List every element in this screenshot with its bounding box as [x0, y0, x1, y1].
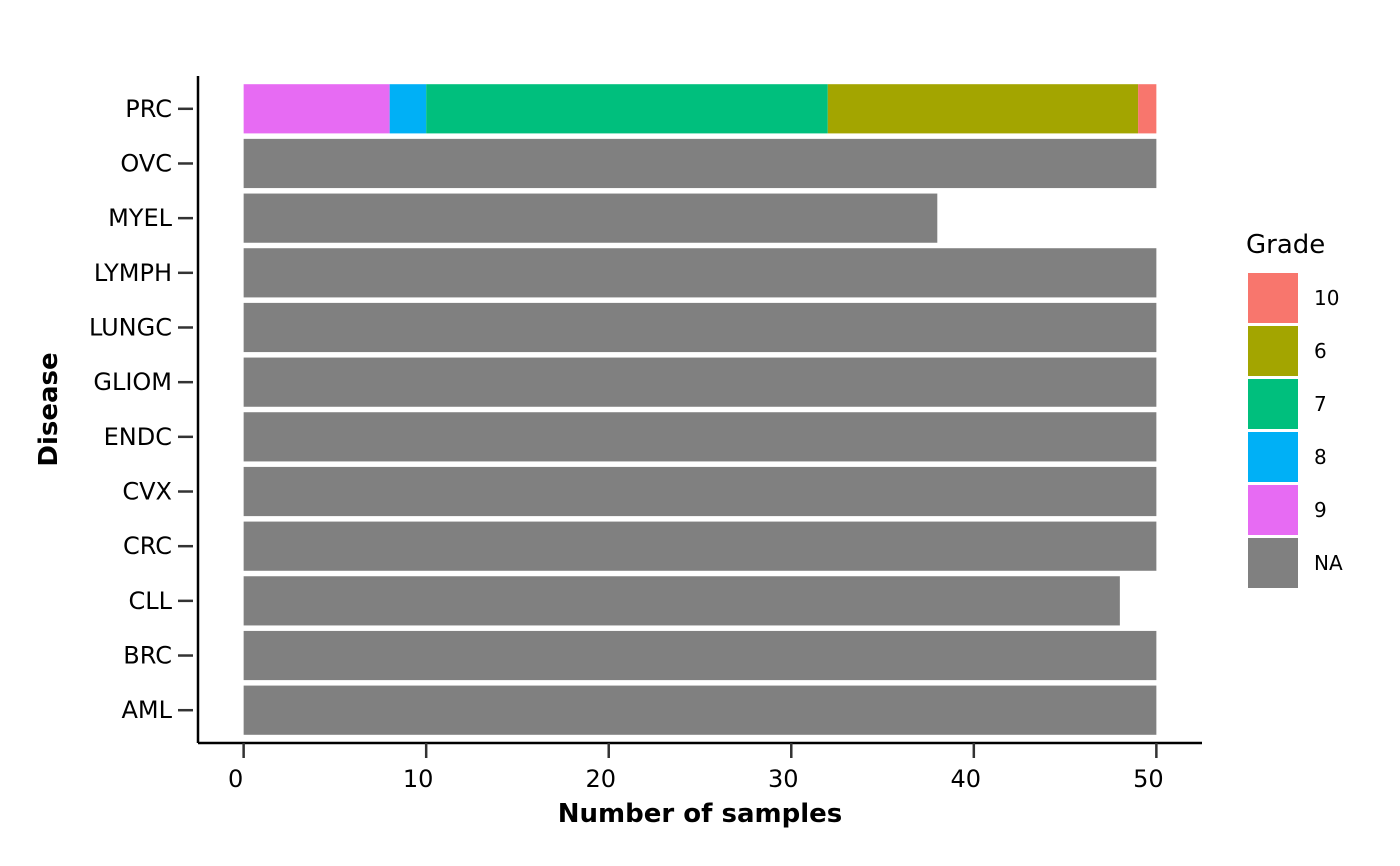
legend-label: 6: [1314, 339, 1327, 363]
bar-prc-grade-10: [1138, 84, 1157, 134]
x-tick-label: 0: [228, 765, 243, 793]
legend-label: 7: [1314, 392, 1327, 416]
bar-prc-grade-6: [827, 84, 1139, 134]
x-tick-label: 50: [1133, 765, 1164, 793]
y-tick-label: BRC: [123, 642, 172, 670]
x-tick-label: 30: [768, 765, 799, 793]
bar-aml-grade-na: [243, 685, 1157, 735]
x-axis-title: Number of samples: [558, 799, 842, 829]
bar-cvx-grade-na: [243, 466, 1157, 517]
legend-swatch-10: [1248, 273, 1298, 323]
bars-group: [243, 84, 1157, 735]
y-tick-label: MYEL: [108, 204, 173, 232]
bar-cll-grade-na: [243, 576, 1120, 626]
legend-swatch-6: [1248, 326, 1298, 376]
y-tick-label: CLL: [129, 587, 173, 615]
legend-label: 9: [1314, 498, 1327, 522]
bar-myel-grade-na: [243, 193, 938, 243]
y-tick-label: PRC: [125, 95, 172, 123]
bar-brc-grade-na: [243, 630, 1157, 681]
bar-gliom-grade-na: [243, 357, 1157, 407]
legend-title: Grade: [1246, 230, 1325, 260]
y-axis-title: Disease: [34, 352, 64, 466]
y-tick-label: AML: [122, 696, 173, 724]
x-tick-label: 40: [951, 765, 982, 793]
legend-swatch-8: [1248, 432, 1298, 482]
legend-swatch-9: [1248, 485, 1298, 535]
ticks-group: 0 10 20 30 40 50 AML BRC CLL CRC CVX ENDC GLIOM LUNGC…: [89, 95, 1164, 793]
y-tick-label: LYMPH: [94, 259, 172, 287]
bar-lymph-grade-na: [243, 248, 1157, 298]
legend: Grade 10 6 7 8 9 NA: [1246, 230, 1343, 588]
x-tick-label: 20: [585, 765, 616, 793]
bar-endc-grade-na: [243, 412, 1157, 462]
y-tick-label: ENDC: [104, 423, 172, 451]
axes-group: [196, 76, 1202, 745]
y-tick-label: CRC: [123, 532, 172, 560]
y-tick-label: OVC: [120, 149, 172, 177]
y-tick-label: LUNGC: [89, 313, 172, 341]
y-tick-label: GLIOM: [93, 368, 172, 396]
x-tick-label: 10: [403, 765, 434, 793]
legend-swatch-na: [1248, 538, 1298, 588]
legend-label: 10: [1314, 286, 1339, 310]
bar-lungc-grade-na: [243, 302, 1157, 353]
legend-label: NA: [1314, 551, 1343, 575]
legend-label: 8: [1314, 445, 1327, 469]
bar-crc-grade-na: [243, 521, 1157, 571]
y-tick-label: CVX: [122, 478, 172, 506]
bar-prc-grade-9: [243, 84, 390, 134]
bar-ovc-grade-na: [243, 138, 1157, 189]
legend-swatch-7: [1248, 379, 1298, 429]
bar-prc-grade-7: [426, 84, 828, 134]
bar-prc-grade-8: [389, 84, 427, 134]
